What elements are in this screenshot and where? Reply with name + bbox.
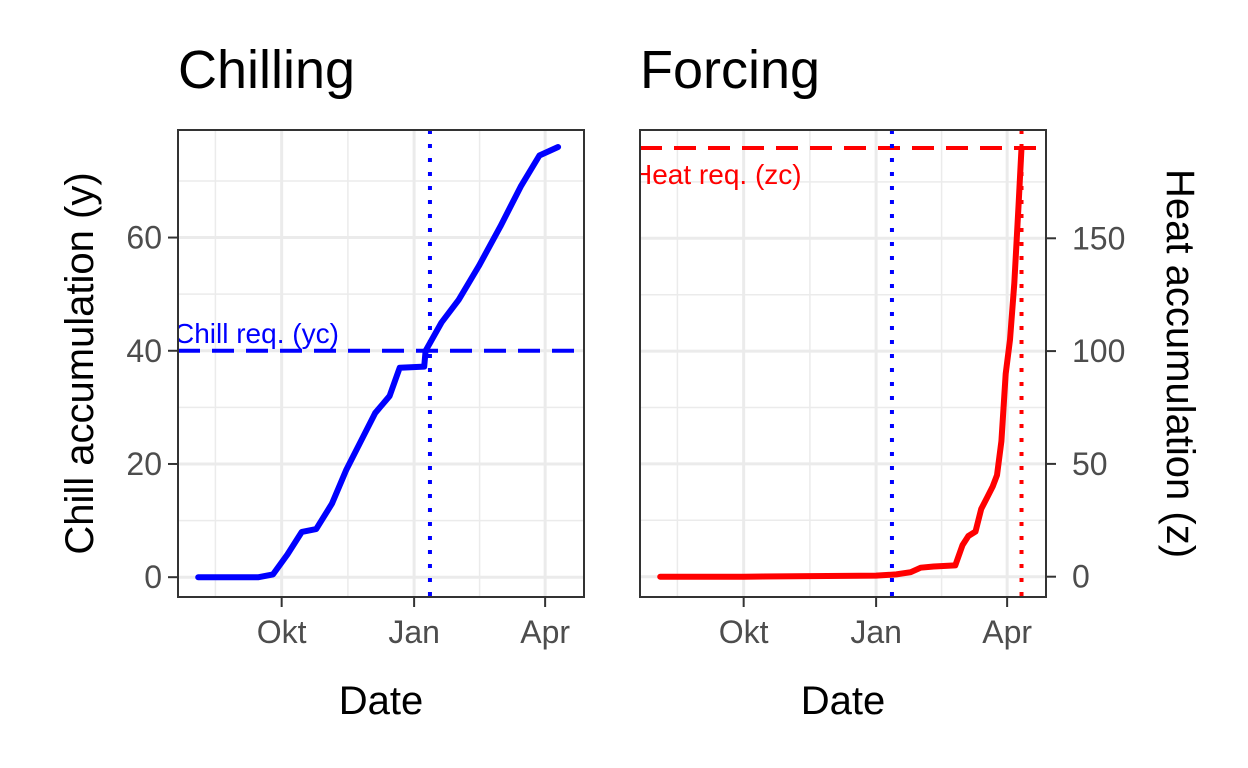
- x-tick-label: Apr: [520, 614, 570, 650]
- y-axis-title: Heat accumulation (z): [1158, 169, 1202, 558]
- panel-title: Forcing: [640, 40, 820, 100]
- plot-background: [640, 130, 1046, 597]
- x-tick-label: Okt: [257, 614, 307, 650]
- forcing-panel: Heat req. (zc) Okt Jan Apr 0 50 100 150 Forcing D…: [632, 40, 1202, 723]
- y-tick-label: 150: [1072, 220, 1125, 256]
- requirement-label: Heat req. (zc): [632, 159, 802, 190]
- x-tick-label: Jan: [388, 614, 440, 650]
- y-tick-label: 0: [144, 559, 162, 595]
- x-tick-label: Okt: [719, 614, 769, 650]
- y-tick-label: 50: [1072, 446, 1108, 482]
- y-tick-label: 20: [126, 446, 162, 482]
- y-tick-label: 100: [1072, 333, 1125, 369]
- x-tick-label: Jan: [850, 614, 902, 650]
- requirement-label: Chill req. (yc): [174, 318, 339, 349]
- x-tick-label: Apr: [982, 614, 1032, 650]
- panel-title: Chilling: [178, 40, 355, 100]
- accumulation-line: [657, 145, 1025, 580]
- chilling-panel: Chill req. (yc) Okt Jan Apr 0 20 40 60 Chilling D…: [58, 40, 585, 723]
- x-axis-title: Date: [801, 679, 886, 723]
- plot-background: [178, 130, 584, 597]
- panel-border: [639, 129, 1047, 598]
- y-tick-label: 0: [1072, 559, 1090, 595]
- y-tick-label: 40: [126, 333, 162, 369]
- x-axis-title: Date: [339, 679, 424, 723]
- accumulation-line: [195, 144, 562, 581]
- y-axis-title: Chill accumulation (y): [58, 172, 102, 554]
- y-tick-label: 60: [126, 220, 162, 256]
- panel-border: [177, 129, 585, 598]
